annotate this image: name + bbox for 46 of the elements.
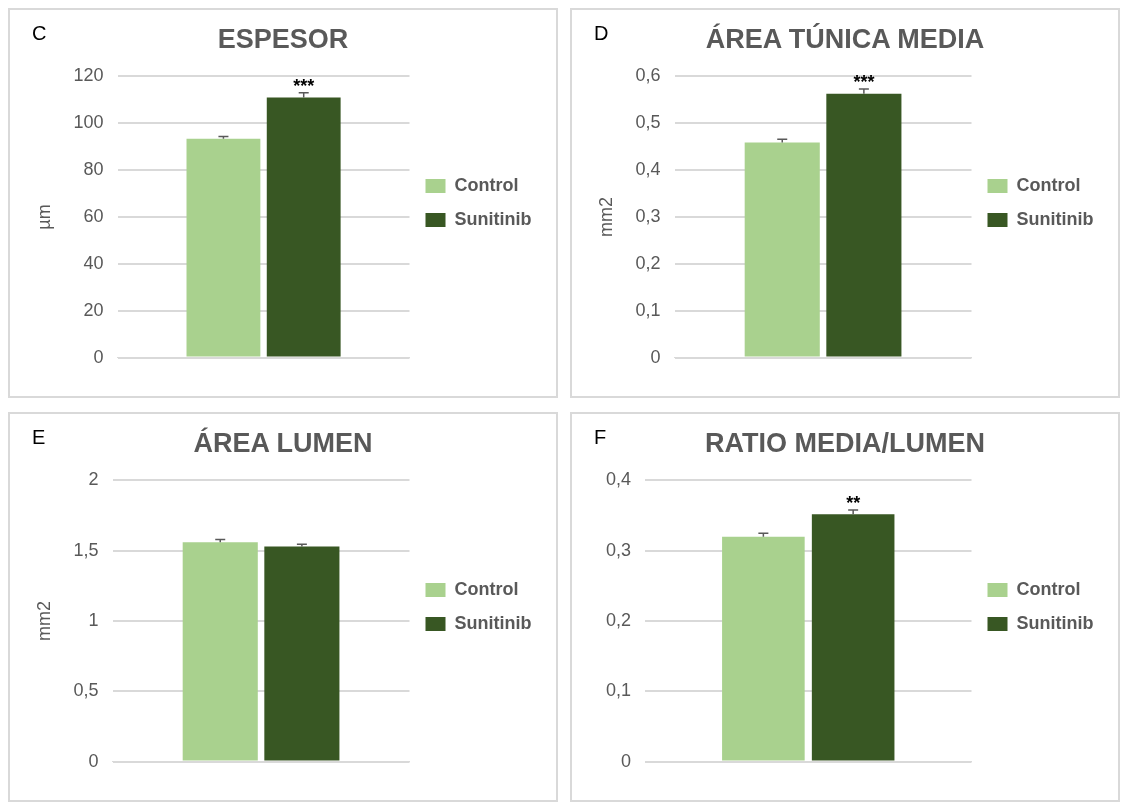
y-tick-label: 2 bbox=[88, 469, 99, 490]
chart-title: ESPESOR bbox=[217, 23, 349, 54]
legend-label: Control bbox=[1016, 578, 1081, 599]
y-tick-label: 100 bbox=[73, 112, 104, 133]
y-tick-label: 0,2 bbox=[605, 609, 632, 630]
y-tick-label: 0,5 bbox=[635, 112, 661, 133]
text: C bbox=[32, 21, 47, 44]
text: D bbox=[594, 21, 609, 44]
chart-title: ÁREA LUMEN bbox=[193, 426, 373, 458]
y-tick-label: 0,6 bbox=[635, 65, 661, 86]
y-tick-label: 0,3 bbox=[635, 205, 661, 226]
legend-label: Control bbox=[454, 174, 519, 195]
y-tick-label: 0,1 bbox=[635, 299, 661, 320]
legend-label: Sunitinib bbox=[1016, 208, 1094, 229]
chart-title: ÁREA TÚNICA MEDIA bbox=[705, 22, 985, 54]
y-tick-label: 0,4 bbox=[635, 159, 661, 180]
y-axis-title: µm bbox=[33, 204, 54, 230]
y-axis-title: mm2 bbox=[33, 601, 54, 641]
legend-label: Sunitinib bbox=[454, 208, 532, 229]
y-tick-label: 60 bbox=[83, 205, 104, 226]
text: F bbox=[594, 425, 607, 448]
y-tick-label: 0,3 bbox=[605, 539, 632, 560]
y-tick-label: 0,2 bbox=[635, 252, 661, 273]
y-tick-label: 20 bbox=[83, 299, 104, 320]
y-tick-label: 1 bbox=[88, 609, 99, 630]
y-tick-label: 0,1 bbox=[605, 680, 632, 701]
y-tick-label: 80 bbox=[83, 159, 104, 180]
legend-label: Control bbox=[454, 578, 519, 599]
text: E bbox=[32, 425, 46, 448]
y-tick-label: 40 bbox=[83, 252, 104, 273]
y-axis-title: mm2 bbox=[595, 197, 616, 237]
y-tick-label: 0,4 bbox=[605, 469, 632, 490]
y-tick-label: 0 bbox=[650, 346, 661, 367]
y-tick-label: 0,5 bbox=[73, 680, 99, 701]
y-tick-label: 0 bbox=[88, 750, 99, 771]
data-label: *** bbox=[293, 75, 315, 96]
y-tick-label: 120 bbox=[73, 65, 104, 86]
legend-label: Sunitinib bbox=[454, 612, 532, 633]
legend-label: Sunitinib bbox=[1016, 612, 1094, 633]
y-tick-label: 0 bbox=[93, 346, 104, 367]
y-tick-label: 0 bbox=[621, 750, 632, 771]
data-label: *** bbox=[853, 72, 875, 93]
legend-label: Control bbox=[1016, 174, 1081, 195]
y-tick-label: 1,5 bbox=[73, 539, 99, 560]
chart-title: RATIO MEDIA/LUMEN bbox=[705, 427, 985, 458]
data-label: ** bbox=[846, 492, 861, 513]
